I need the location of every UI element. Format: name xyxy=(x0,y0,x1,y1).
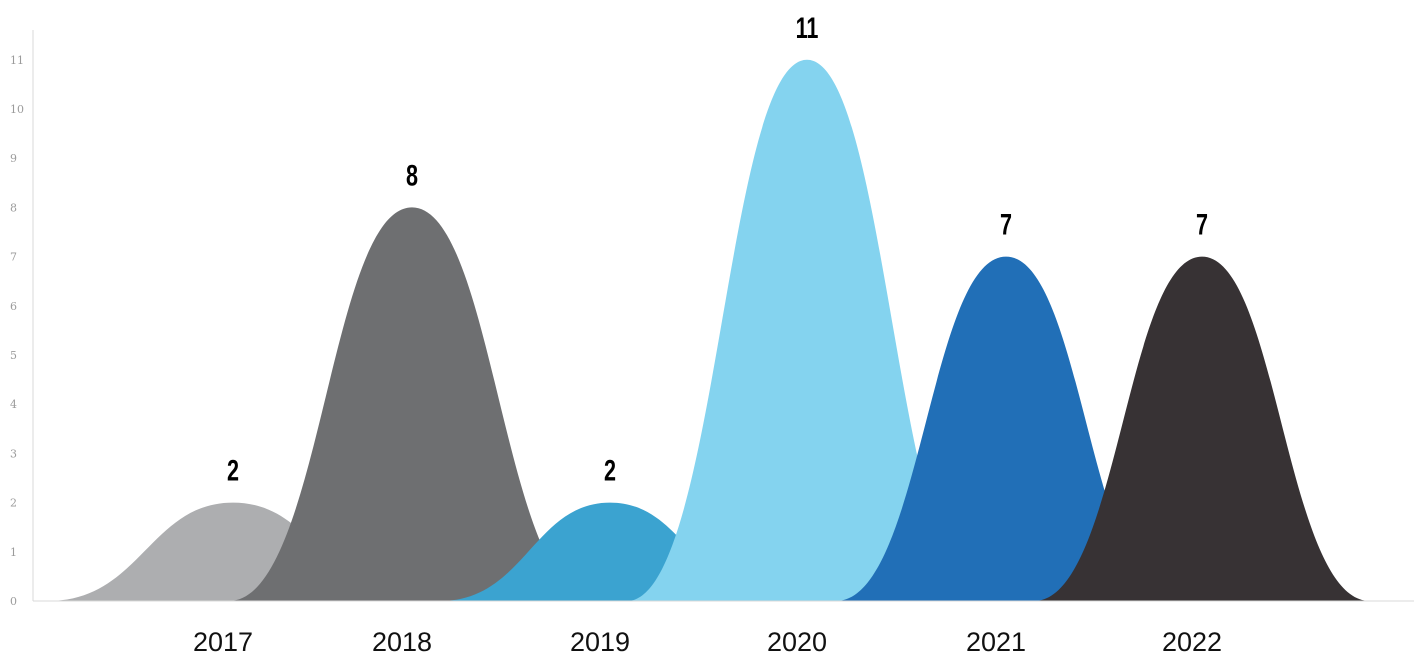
data-labels: 2 8 2 11 7 7 xyxy=(227,10,1208,487)
x-tick-label: 2022 xyxy=(1162,627,1222,657)
y-tick-label: 4 xyxy=(10,398,17,411)
x-tick-label: 2020 xyxy=(767,627,827,657)
y-tick-label: 6 xyxy=(10,300,17,313)
x-tick-label: 2019 xyxy=(570,627,630,657)
data-label: 7 xyxy=(1000,207,1012,241)
y-tick-label: 10 xyxy=(10,103,24,116)
peak-2018 xyxy=(229,207,595,601)
x-tick-label: 2018 xyxy=(372,627,432,657)
peak-series xyxy=(48,59,1370,602)
x-tick-label: 2017 xyxy=(193,627,253,657)
y-tick-label: 3 xyxy=(10,447,17,460)
x-tick-label: 2021 xyxy=(966,627,1026,657)
data-label: 7 xyxy=(1196,207,1208,241)
y-tick-label: 9 xyxy=(10,152,17,165)
y-tick-label: 8 xyxy=(10,201,17,214)
data-label: 2 xyxy=(604,453,616,487)
y-tick-label: 0 xyxy=(10,595,17,608)
data-label: 8 xyxy=(406,158,418,192)
y-tick-label: 11 xyxy=(10,54,24,67)
data-label: 2 xyxy=(227,453,239,487)
y-tick-label: 7 xyxy=(10,251,17,264)
y-tick-label: 2 xyxy=(10,497,17,510)
x-axis: 2017 2018 2019 2020 2021 2022 xyxy=(33,600,1414,657)
peak-2021 xyxy=(836,256,1176,601)
y-axis: 0 1 2 3 4 5 6 7 8 9 10 11 xyxy=(10,30,34,608)
y-tick-label: 5 xyxy=(10,349,17,362)
data-label: 11 xyxy=(796,10,819,44)
peak-2022 xyxy=(1034,256,1370,601)
y-tick-label: 1 xyxy=(10,546,17,559)
peak-2020 xyxy=(627,59,987,602)
